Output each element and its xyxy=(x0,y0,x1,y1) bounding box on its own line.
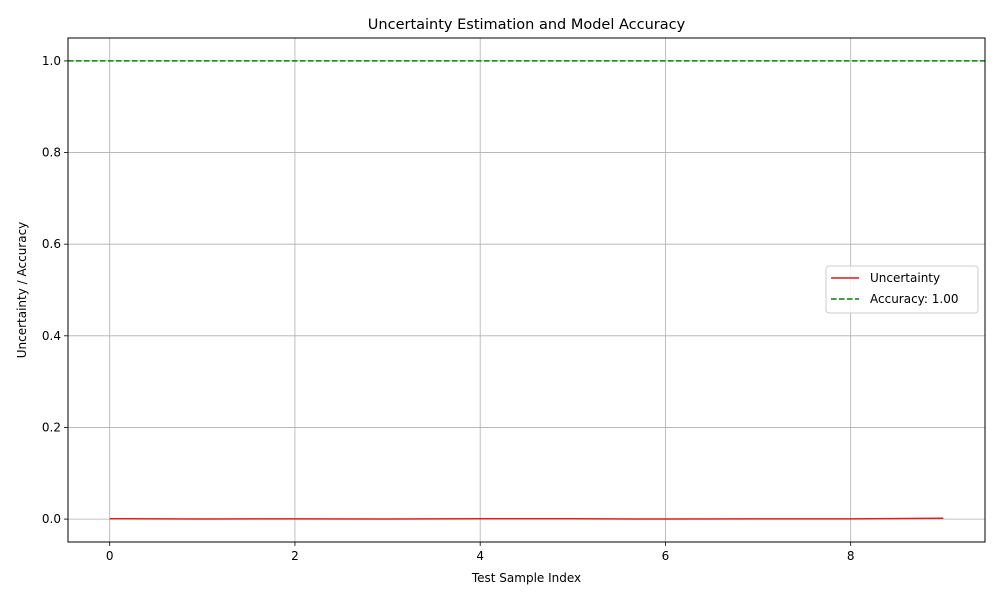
chart-title: Uncertainty Estimation and Model Accurac… xyxy=(368,17,686,33)
legend-box xyxy=(825,265,979,314)
uncertainty-line xyxy=(109,517,944,520)
y-tick-label: 1.0 xyxy=(42,54,61,68)
x-tick-label: 6 xyxy=(662,549,670,563)
axis-ticks: 0 2 4 6 8 0.0 0.2 0.4 0.6 0.8 1.0 xyxy=(42,54,855,563)
plot-frame xyxy=(67,37,986,543)
y-tick-label: 0.4 xyxy=(42,329,61,343)
legend-label-uncertainty: Uncertainty xyxy=(870,271,940,285)
x-tick-label: 0 xyxy=(106,549,114,563)
legend-label-accuracy: Accuracy: 1.00 xyxy=(870,292,959,306)
x-tick-label: 8 xyxy=(847,549,855,563)
y-tick-label: 0.8 xyxy=(42,146,61,160)
x-axis-label: Test Sample Index xyxy=(471,571,581,585)
y-axis-label: Uncertainty / Accuracy xyxy=(15,222,29,359)
y-tick-label: 0.2 xyxy=(42,420,61,434)
legend: Uncertainty Accuracy: 1.00 xyxy=(825,265,979,314)
plot-area xyxy=(68,60,985,520)
x-tick-label: 2 xyxy=(291,549,299,563)
y-tick-label: 0.0 xyxy=(42,512,61,526)
x-tick-label: 4 xyxy=(476,549,484,563)
y-tick-label: 0.6 xyxy=(42,237,61,251)
